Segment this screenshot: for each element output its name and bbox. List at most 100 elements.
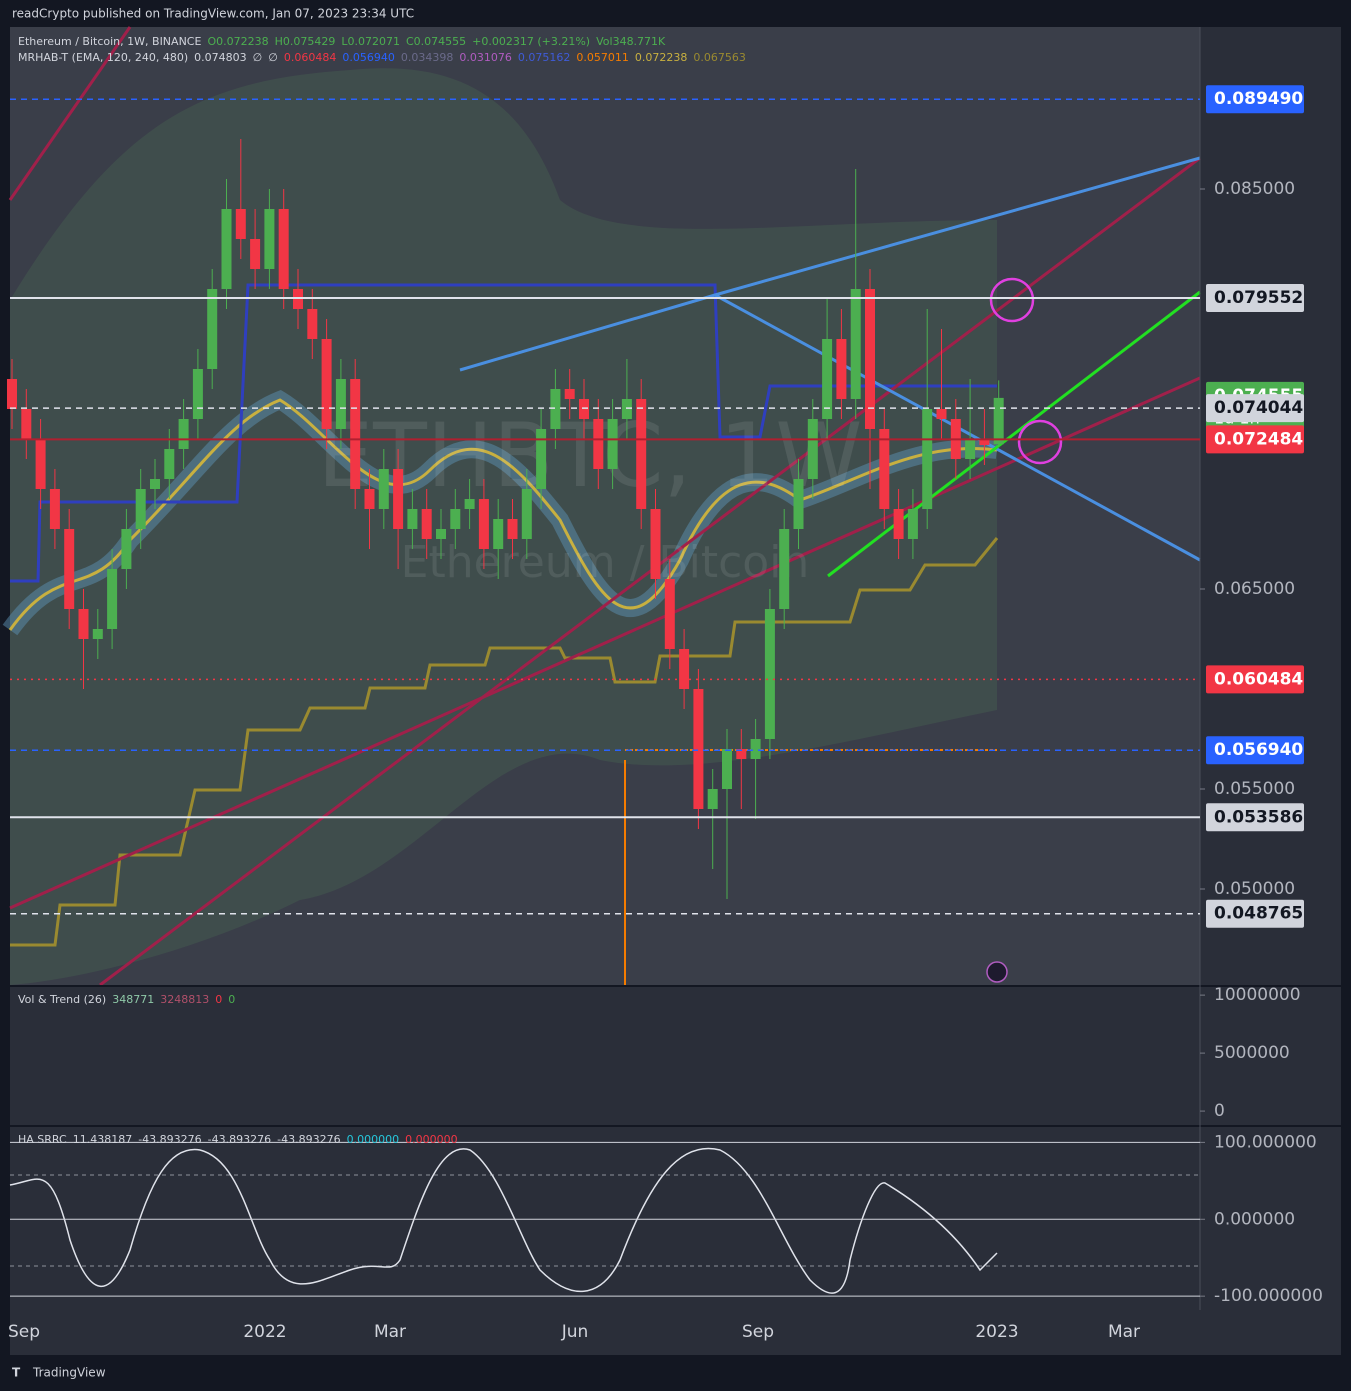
legend-value: 0.067563	[693, 51, 746, 64]
candle-body	[865, 289, 875, 429]
candle-body	[49, 489, 60, 529]
legend-value: ∅	[268, 51, 278, 64]
footer-brand: TradingView	[32, 1366, 106, 1380]
candle-body	[7, 379, 17, 409]
candle-body	[150, 479, 160, 489]
candle-body	[421, 509, 432, 539]
candle-body	[164, 449, 175, 479]
y-tick-label: 100.000000	[1214, 1132, 1317, 1152]
event-icon	[986, 961, 1008, 983]
candle-body	[21, 409, 32, 439]
legend-value: C0.074555	[405, 35, 467, 48]
x-tick-label: Sep	[742, 1322, 774, 1342]
price-tag-label: 0.053586	[1214, 807, 1303, 827]
main-pane	[10, 27, 1200, 985]
ema-line	[8, 398, 998, 631]
candle-body	[478, 499, 489, 549]
legend-value: L0.072071	[341, 35, 400, 48]
price-tag	[1206, 736, 1304, 765]
candle-body	[135, 489, 146, 529]
candle-body	[436, 529, 446, 539]
candle-body	[893, 509, 904, 539]
candle-body	[178, 419, 189, 449]
candle-body	[836, 339, 847, 399]
candle-body	[493, 519, 504, 549]
legend-value: 0.074803	[194, 51, 247, 64]
candle-body	[192, 369, 203, 419]
y-tick-label: 0.065000	[1214, 579, 1295, 599]
price-tag	[1206, 283, 1304, 312]
legend-value: -43.893276	[138, 1133, 202, 1146]
marker-circle	[1017, 419, 1063, 465]
legend-title: Vol & Trend (26)	[18, 993, 107, 1006]
y-tick-label: 10000000	[1214, 985, 1301, 1005]
oscillator-curve	[9, 1147, 998, 1294]
x-tick-label: Mar	[1108, 1322, 1140, 1342]
watermark: ETHBTC, 1W	[318, 404, 863, 507]
legend-value: ∅	[252, 51, 263, 64]
candle-body	[679, 649, 690, 689]
legend-value: 0.034398	[400, 51, 454, 64]
candle-body	[764, 609, 775, 739]
candle-body	[107, 569, 118, 629]
price-tag-label: 0.074044	[1214, 398, 1303, 418]
indicator-legend: MRHAB-T (EMA, 120, 240, 480) 0.074803 ∅ ∅ 0.…	[18, 51, 752, 64]
watermark-subtitle: Ethereum / Bitcoin	[401, 537, 810, 588]
slow-ema-line	[10, 537, 999, 947]
candle-body	[636, 399, 647, 509]
candle-body	[521, 489, 532, 539]
candle-body	[550, 389, 561, 429]
candle-body	[335, 379, 346, 429]
legend-value: -43.893276	[277, 1133, 341, 1146]
candle-body	[235, 209, 246, 239]
x-tick-label: 2023	[975, 1322, 1018, 1342]
price-tag	[1206, 899, 1304, 928]
candle-body	[564, 389, 575, 399]
candle-body	[664, 579, 675, 649]
x-tick-label: Jun	[561, 1322, 589, 1342]
candle-body	[979, 439, 990, 445]
y-tick-label: 0.000000	[1214, 1209, 1295, 1229]
candle-body	[736, 749, 747, 759]
trendline	[99, 156, 1201, 987]
legend-value: 0.057011	[576, 51, 629, 64]
legend-value: 0	[228, 993, 236, 1006]
candle-body	[507, 519, 518, 539]
legend-value: H0.075429	[274, 35, 336, 48]
legend-value: O0.072238	[207, 35, 269, 48]
legend-value: Vol348.771K	[596, 35, 666, 48]
price-tag	[1206, 665, 1304, 694]
y-tick-label: 0	[1214, 1101, 1225, 1121]
y-tick-label: 0.055000	[1214, 779, 1295, 799]
candle-body	[278, 209, 289, 289]
publisher: readCrypto published on TradingView.com,…	[12, 7, 414, 21]
candle-body	[293, 289, 303, 309]
candle-body	[536, 429, 547, 489]
legend-value: 11.438187	[72, 1133, 133, 1146]
candle-body	[793, 479, 804, 529]
x-tick-label: 2022	[243, 1322, 286, 1342]
candle-body	[922, 409, 933, 509]
price-tag	[1206, 85, 1304, 114]
legend-value: -43.893276	[207, 1133, 272, 1146]
candle-body	[364, 489, 375, 509]
legend-value: 0.072238	[634, 51, 688, 64]
candle-body	[450, 509, 461, 529]
legend-title: HA SRRC	[18, 1133, 67, 1146]
candle-body	[993, 397, 1004, 445]
price-tag	[1206, 394, 1304, 423]
candle-body	[650, 509, 661, 579]
candle-body	[707, 789, 718, 809]
price-tag	[1206, 803, 1304, 832]
tv-logo: T	[12, 1366, 21, 1380]
candle-body	[621, 399, 632, 419]
legend-value: 0.000000	[346, 1133, 400, 1146]
price-tag	[1206, 425, 1304, 454]
price-tag-label: 0.060484	[1214, 669, 1303, 689]
candle-body	[779, 529, 790, 609]
candle-body	[78, 609, 89, 639]
x-tick-label: Sep	[8, 1322, 40, 1342]
legend-value: 0.056940	[342, 51, 395, 64]
y-tick-label: -100.000000	[1214, 1286, 1323, 1306]
